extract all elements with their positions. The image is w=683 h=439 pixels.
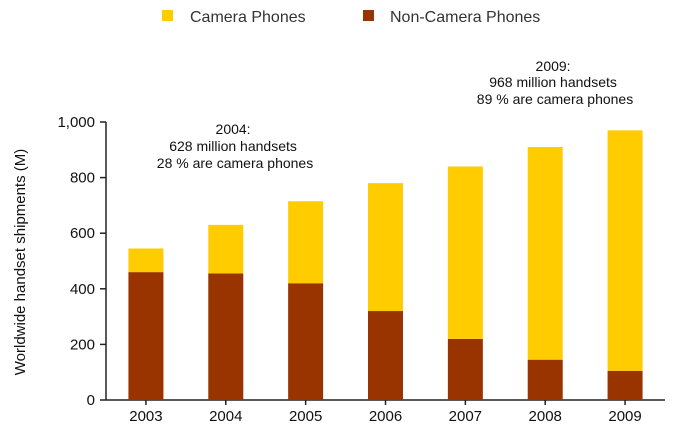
bar-non-camera-phones-2009 [607,370,643,400]
bar-non-camera-phones-2005 [288,283,324,400]
y-tick-label: 400 [70,281,95,298]
bar-non-camera-phones-2008 [527,359,563,400]
y-tick-label: 0 [87,392,95,409]
bar-camera-phones-2008 [527,147,563,360]
y-axis-title: Worldwide handset shipments (M) [12,149,29,375]
legend-swatch-camera-phones [162,10,173,21]
x-tick-label: 2007 [449,408,482,425]
x-tick-label: 2003 [129,408,162,425]
x-tick-label: 2008 [529,408,562,425]
bar-camera-phones-2004 [208,224,244,274]
bar-camera-phones-2005 [288,201,324,284]
bar-camera-phones-2009 [607,130,643,371]
x-tick-label: 2005 [289,408,322,425]
x-tick-label: 2004 [209,408,242,425]
y-tick-label: 200 [70,336,95,353]
bar-non-camera-phones-2004 [208,273,244,400]
legend-label-camera-phones: Camera Phones [190,9,306,26]
bars [128,130,643,400]
annotation-2009-line-1: 2009: [536,58,571,74]
bar-camera-phones-2007 [447,166,483,339]
bar-non-camera-phones-2006 [368,311,403,400]
legend: Camera Phones Non-Camera Phones [162,9,540,26]
bar-non-camera-phones-2007 [447,338,483,400]
annotation-2004-line-1: 2004: [216,121,251,137]
annotation-2009: 2009: 968 million handsets 89 % are came… [477,58,633,107]
legend-swatch-non-camera-phones [363,10,374,21]
y-tick-label: 800 [70,170,95,187]
x-axis-ticks: 2003 2004 2005 2006 2007 2008 2009 [129,400,642,425]
annotation-2004-line-3: 28 % are camera phones [157,155,313,171]
x-tick-label: 2009 [608,408,641,425]
annotation-2004: 2004: 628 million handsets 28 % are came… [157,121,313,171]
annotation-2009-line-3: 89 % are camera phones [477,91,633,107]
annotation-2009-line-2: 968 million handsets [489,74,617,90]
x-tick-label: 2006 [369,408,402,425]
annotation-2004-line-2: 628 million handsets [169,138,297,154]
legend-label-non-camera-phones: Non-Camera Phones [390,9,540,26]
y-axis-ticks: 0 200 400 600 800 1,000 [57,114,106,409]
y-tick-label: 1,000 [57,114,95,131]
bar-non-camera-phones-2003 [128,272,164,400]
bar-camera-phones-2003 [128,248,164,273]
y-tick-label: 600 [70,225,95,242]
bar-camera-phones-2006 [368,183,403,312]
